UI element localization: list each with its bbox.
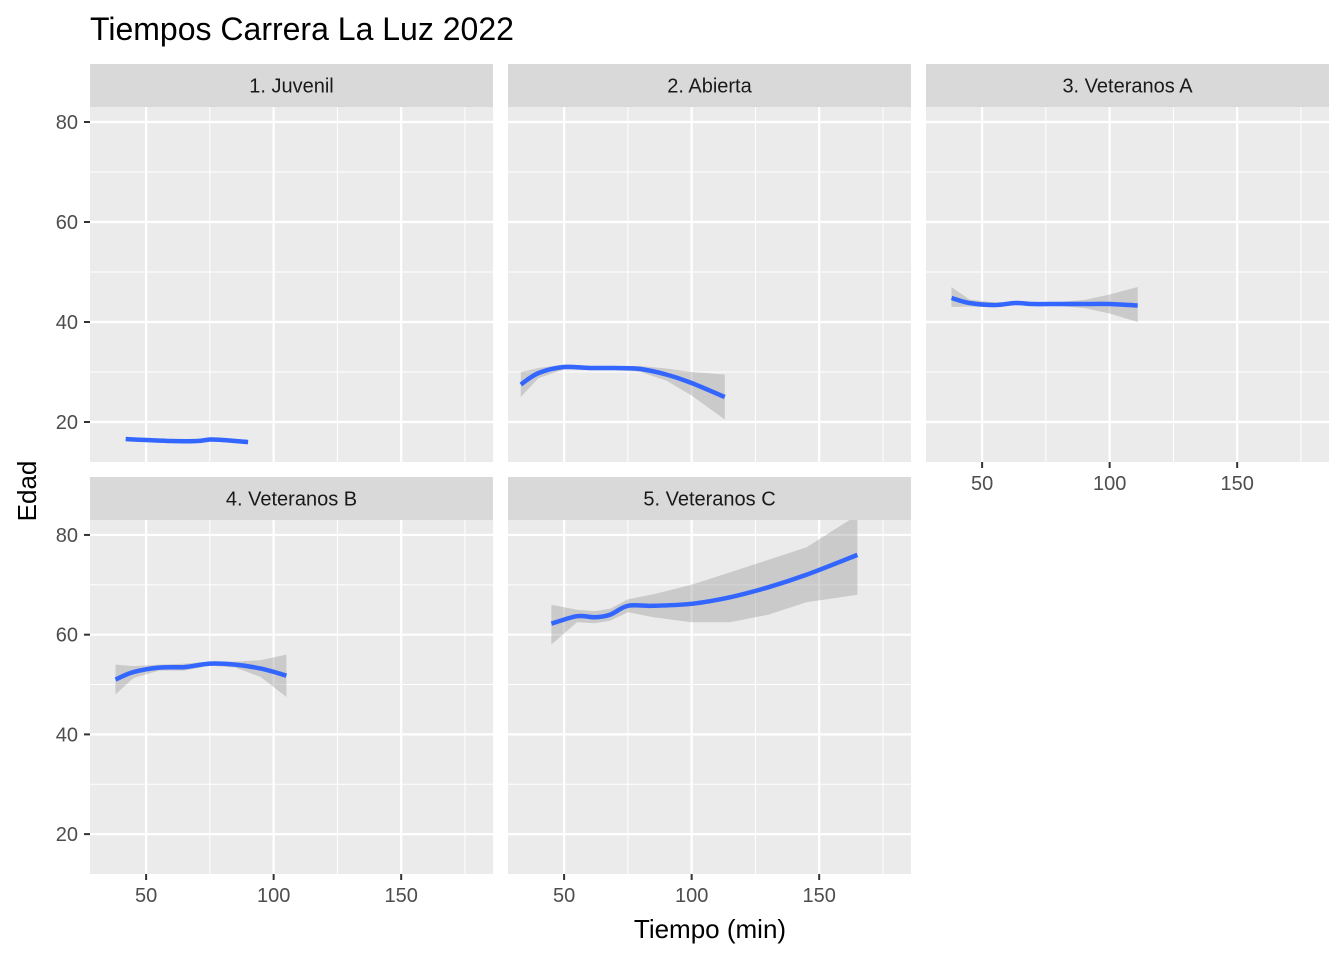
y-tick-label: 20 (56, 412, 78, 434)
series-line (950, 295, 1138, 308)
x-tick-label: 50 (135, 885, 157, 907)
x-tick-label: 150 (1220, 473, 1253, 495)
series-line (550, 552, 859, 626)
facet-strip-label: 4. Veteranos B (226, 489, 357, 511)
panel-background (90, 107, 493, 462)
facet-panel-2: 2. Abierta (508, 64, 911, 462)
panel-background (90, 520, 493, 874)
x-tick-label: 100 (675, 885, 708, 907)
x-tick-label: 150 (384, 885, 417, 907)
facet-strip-label: 3. Veteranos A (1062, 76, 1193, 98)
facet-panel-1: 1. Juvenil 20 40 60 80 (56, 64, 493, 462)
panel-background (508, 107, 911, 462)
facet-strip-label: 1. Juvenil (249, 76, 334, 98)
panel-background (926, 107, 1329, 462)
y-tick-label: 80 (56, 112, 78, 134)
y-tick-label: 40 (56, 724, 78, 746)
facet-strip (90, 477, 493, 520)
y-axis-title: Edad (12, 461, 42, 522)
x-tick-label: 100 (257, 885, 290, 907)
series-line (114, 661, 288, 682)
facet-strip-label: 2. Abierta (667, 76, 752, 98)
facet-strip (90, 64, 493, 107)
confidence-band (551, 515, 858, 645)
x-tick-label: 150 (802, 885, 835, 907)
facet-strip (926, 64, 1329, 107)
y-tick-label: 40 (56, 312, 78, 334)
facet-strip (508, 477, 911, 520)
series-line (519, 364, 726, 400)
x-axis-title: Tiempo (min) (634, 914, 786, 944)
facet-strip-label: 5. Veteranos C (643, 489, 775, 511)
y-tick-label: 60 (56, 625, 78, 647)
panels-layer: 1. Juvenil 20 40 60 80 2. Abierta 3. Veteranos… (56, 64, 1329, 907)
panel-background (508, 520, 911, 874)
x-tick-label: 50 (553, 885, 575, 907)
series-line (125, 436, 249, 445)
facet-strip (508, 64, 911, 107)
y-tick-label: 20 (56, 824, 78, 846)
y-tick-label: 60 (56, 212, 78, 234)
y-tick-label: 80 (56, 525, 78, 547)
facet-panel-3: 3. Veteranos A 50 100 150 (926, 64, 1329, 495)
x-tick-label: 100 (1093, 473, 1126, 495)
facet-panel-4: 4. Veteranos B 20 40 60 80 50 100 150 (56, 477, 493, 907)
chart-title: Tiempos Carrera La Luz 2022 (90, 11, 514, 47)
x-tick-label: 50 (971, 473, 993, 495)
facet-panel-5: 5. Veteranos C 50 100 150 (508, 477, 911, 907)
